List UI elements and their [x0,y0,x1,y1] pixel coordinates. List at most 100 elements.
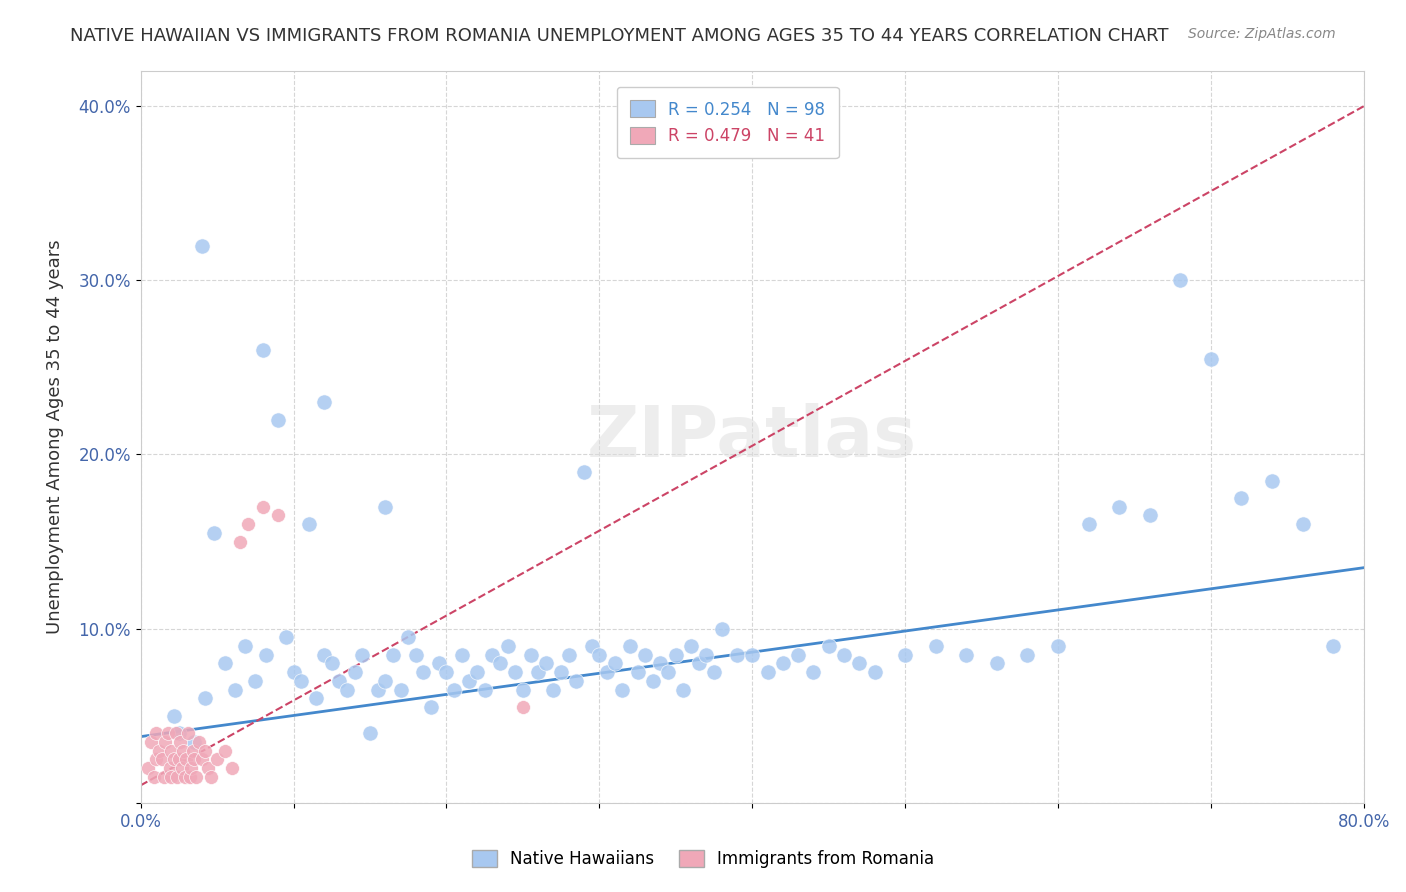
Point [420,700,443,714]
Point [321,657,343,671]
Point [1230,491,1253,505]
Point [389,682,412,697]
Point [496,639,519,653]
Text: NATIVE HAWAIIAN VS IMMIGRANTS FROM ROMANIA UNEMPLOYMENT AMONG AGES 35 TO 44 YEAR: NATIVE HAWAIIAN VS IMMIGRANTS FROM ROMAN… [70,27,1168,45]
Point [197,761,219,775]
Point [245,673,267,688]
Point [160,770,183,784]
Point [565,673,588,688]
Point [543,682,565,697]
Point [179,770,201,784]
Point [183,752,205,766]
Point [236,517,259,532]
Point [436,665,458,680]
Point [925,639,948,653]
Point [283,665,305,680]
Point [180,761,202,775]
Point [224,682,246,697]
Point [157,726,180,740]
Point [274,631,297,645]
Point [427,657,450,671]
Point [176,752,198,766]
Point [145,752,167,766]
Point [163,708,186,723]
Point [534,657,557,671]
Point [1108,500,1130,514]
Point [367,682,389,697]
Point [312,648,335,662]
Point [817,639,839,653]
Point [512,682,534,697]
Point [681,639,703,653]
Point [170,761,193,775]
Point [458,673,481,688]
Point [465,665,488,680]
Point [588,648,610,662]
Point [214,657,236,671]
Point [191,752,214,766]
Point [596,665,619,680]
Point [405,648,427,662]
Point [741,648,763,662]
Point [221,761,243,775]
Point [143,770,166,784]
Point [159,761,181,775]
Point [187,735,209,749]
Point [374,500,396,514]
Point [267,508,290,523]
Point [141,735,163,749]
Point [136,761,159,775]
Point [1199,351,1222,366]
Point [986,657,1008,671]
Point [710,622,733,636]
Point [1261,474,1284,488]
Point [955,648,977,662]
Point [252,500,274,514]
Point [512,700,534,714]
Point [772,657,794,671]
Point [558,648,581,662]
Legend: Native Hawaiians, Immigrants from Romania: Native Hawaiians, Immigrants from Romani… [465,843,941,875]
Text: Source: ZipAtlas.com: Source: ZipAtlas.com [1188,27,1336,41]
Point [412,665,434,680]
Point [229,534,252,549]
Point [688,657,710,671]
Point [1170,273,1192,287]
Point [312,395,335,409]
Point [290,673,312,688]
Point [202,525,225,540]
Point [572,465,595,479]
Point [503,665,526,680]
Point [665,648,688,662]
Point [194,691,217,706]
Point [152,770,174,784]
Point [183,735,205,749]
Point [153,735,176,749]
Point [165,726,187,740]
Point [481,648,503,662]
Y-axis label: Unemployment Among Ages 35 to 44 years: Unemployment Among Ages 35 to 44 years [46,240,65,634]
Point [703,665,725,680]
Point [336,682,359,697]
Point [848,657,870,671]
Point [803,665,825,680]
Text: ZIPatlas: ZIPatlas [588,402,917,472]
Point [641,673,664,688]
Point [863,665,886,680]
Point [626,665,648,680]
Point [254,648,277,662]
Point [233,639,256,653]
Point [166,770,188,784]
Point [672,682,695,697]
Point [148,743,170,757]
Point [832,648,855,662]
Point [163,752,186,766]
Point [172,743,194,757]
Point [634,648,657,662]
Point [267,412,290,426]
Point [519,648,541,662]
Point [657,665,679,680]
Point [756,665,779,680]
Point [396,631,419,645]
Point [787,648,810,662]
